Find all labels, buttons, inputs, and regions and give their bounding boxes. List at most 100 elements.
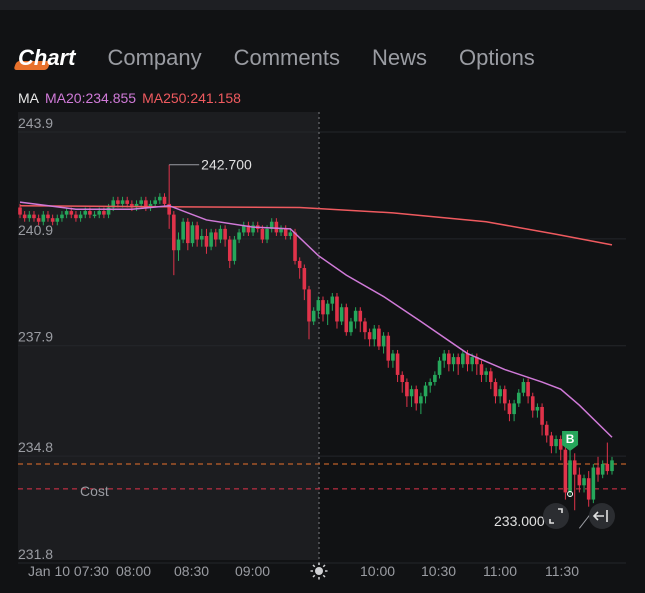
fullscreen-icon bbox=[549, 508, 563, 524]
ma-label[interactable]: MA bbox=[18, 90, 39, 106]
candle bbox=[465, 353, 470, 365]
candle bbox=[335, 296, 339, 322]
candle bbox=[283, 228, 288, 236]
candle bbox=[218, 228, 223, 240]
candle bbox=[213, 232, 218, 240]
candle bbox=[521, 382, 526, 393]
candle bbox=[409, 389, 414, 397]
tab-comments[interactable]: Comments bbox=[234, 44, 340, 72]
candle bbox=[223, 228, 227, 240]
candle bbox=[400, 374, 405, 383]
sun-icon-core bbox=[315, 567, 323, 575]
sun-ray bbox=[312, 564, 316, 568]
candle bbox=[144, 200, 148, 208]
candle bbox=[69, 211, 74, 215]
candle bbox=[27, 214, 32, 219]
candle bbox=[97, 211, 102, 215]
candle bbox=[428, 382, 433, 386]
candle bbox=[232, 239, 237, 261]
candle bbox=[395, 353, 400, 375]
candle bbox=[78, 214, 83, 219]
candle bbox=[134, 203, 139, 208]
tab-label: Chart bbox=[18, 45, 76, 70]
candle bbox=[311, 310, 316, 322]
tab-company[interactable]: Company bbox=[107, 44, 201, 72]
y-tick-label: 243.9 bbox=[18, 115, 53, 131]
high-price-label: 242.700 bbox=[201, 157, 252, 173]
low-price-label: 233.000 bbox=[494, 513, 545, 529]
candle bbox=[302, 268, 307, 290]
candle bbox=[530, 396, 535, 411]
candle bbox=[498, 389, 502, 397]
candle bbox=[586, 478, 591, 500]
candle bbox=[419, 396, 423, 404]
candle bbox=[330, 296, 335, 304]
candle bbox=[451, 357, 456, 365]
candle bbox=[102, 211, 106, 215]
x-tick-label: 09:00 bbox=[235, 563, 270, 579]
candle bbox=[274, 221, 279, 233]
candle bbox=[241, 225, 246, 233]
fullscreen-button[interactable] bbox=[543, 503, 569, 529]
candle bbox=[269, 221, 274, 229]
candle bbox=[423, 385, 428, 397]
candle bbox=[484, 371, 488, 375]
candle bbox=[246, 225, 251, 233]
premarket-shade bbox=[18, 112, 319, 560]
sun-ray bbox=[322, 564, 326, 568]
candle bbox=[209, 232, 213, 247]
candle bbox=[64, 211, 69, 215]
tab-label: News bbox=[371, 45, 427, 70]
candle bbox=[92, 214, 97, 217]
candle bbox=[199, 235, 204, 240]
buy-marker[interactable] bbox=[562, 431, 579, 451]
candle bbox=[475, 357, 479, 365]
candle bbox=[293, 232, 297, 261]
candle bbox=[279, 228, 283, 233]
y-tick-label: 234.8 bbox=[18, 439, 53, 455]
candle bbox=[158, 196, 162, 201]
candle bbox=[558, 439, 563, 450]
candle bbox=[591, 467, 596, 500]
candle bbox=[461, 353, 465, 365]
candle bbox=[447, 353, 451, 365]
candle bbox=[251, 225, 255, 233]
candle bbox=[470, 357, 474, 365]
tab-news[interactable]: News bbox=[372, 44, 427, 72]
candle bbox=[125, 200, 130, 204]
candle bbox=[572, 460, 577, 475]
candle bbox=[535, 406, 540, 411]
candle bbox=[516, 392, 521, 404]
candle bbox=[391, 353, 395, 361]
candle bbox=[358, 310, 363, 322]
tab-bar: Chart Company Comments News Options bbox=[13, 40, 567, 72]
candle bbox=[437, 360, 442, 375]
indicator-legend: MA MA20:234.855 MA250:241.158 bbox=[18, 90, 241, 106]
candle bbox=[325, 303, 330, 315]
candle bbox=[130, 203, 134, 208]
y-tick-label: 231.8 bbox=[18, 546, 53, 562]
buy-marker-label: B bbox=[566, 432, 575, 446]
candle bbox=[167, 203, 171, 215]
x-tick-label: 11:30 bbox=[545, 563, 579, 579]
candle bbox=[600, 463, 605, 475]
cost-label: Cost bbox=[80, 483, 109, 499]
candle bbox=[36, 218, 41, 222]
tab-chart[interactable]: Chart bbox=[13, 44, 76, 72]
y-tick-label: 240.9 bbox=[18, 222, 53, 238]
tab-options[interactable]: Options bbox=[459, 44, 535, 72]
candle bbox=[41, 214, 46, 222]
candle bbox=[544, 424, 549, 436]
candle bbox=[502, 389, 507, 404]
candle bbox=[18, 207, 22, 215]
candle bbox=[414, 389, 419, 404]
candle bbox=[139, 200, 143, 204]
candle bbox=[50, 218, 55, 222]
candle bbox=[227, 239, 232, 261]
x-tick-label: 08:00 bbox=[116, 563, 151, 579]
tab-label: Options bbox=[458, 45, 535, 70]
sun-ray bbox=[322, 574, 326, 578]
candle bbox=[74, 214, 78, 219]
candle bbox=[577, 474, 582, 486]
